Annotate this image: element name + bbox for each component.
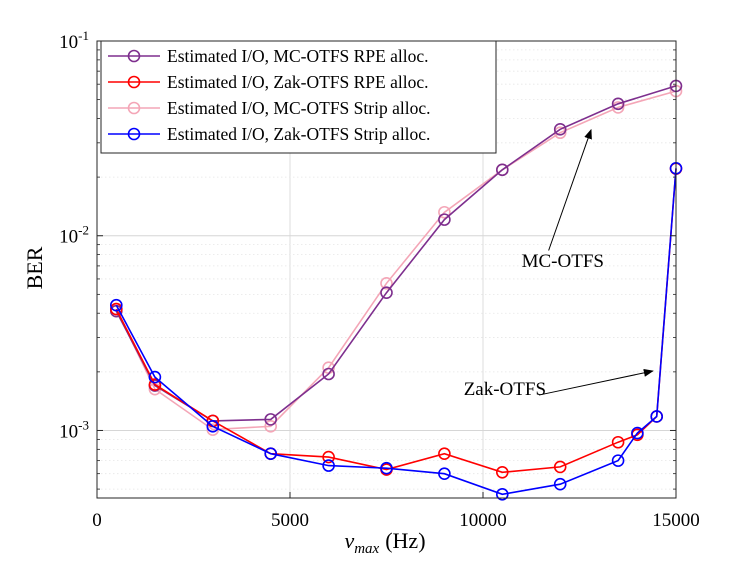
legend-label: Estimated I/O, MC-OTFS RPE alloc. bbox=[167, 46, 429, 66]
data-point bbox=[380, 461, 393, 475]
x-tick-label: 10000 bbox=[459, 510, 507, 531]
series-3 bbox=[110, 161, 683, 501]
series-line bbox=[115, 168, 677, 496]
data-point bbox=[110, 302, 123, 316]
data-point bbox=[264, 447, 278, 460]
data-point bbox=[631, 426, 644, 440]
x-tick-label: 5000 bbox=[271, 510, 309, 531]
y-tick-label: 10-2 bbox=[59, 223, 89, 248]
y-axis-title: BER bbox=[22, 246, 47, 289]
legend-marker bbox=[127, 75, 141, 89]
series-line bbox=[115, 90, 677, 431]
x-axis-subscript: max bbox=[354, 541, 379, 557]
data-point bbox=[380, 276, 393, 290]
annotation-arrow bbox=[538, 368, 654, 396]
series-layer bbox=[110, 79, 683, 501]
data-point bbox=[611, 101, 625, 114]
data-point bbox=[553, 460, 567, 474]
legend-label: Estimated I/O, MC-OTFS Strip alloc. bbox=[167, 98, 430, 118]
x-tick-label: 0 bbox=[92, 510, 102, 531]
data-point bbox=[322, 450, 335, 464]
data-point bbox=[553, 123, 567, 136]
data-point bbox=[438, 447, 451, 460]
data-point bbox=[322, 459, 335, 472]
data-point bbox=[148, 378, 162, 391]
annotation-label: MC-OTFS bbox=[522, 251, 604, 272]
y-tick-label: 10-1 bbox=[59, 28, 89, 53]
data-point bbox=[650, 410, 664, 423]
tick-layer: 0 5000 10000 15000 10-3 10-2 10-1 bbox=[59, 28, 700, 531]
data-point bbox=[322, 367, 335, 381]
data-point bbox=[206, 420, 220, 433]
x-axis-unit: (Hz) bbox=[385, 528, 425, 553]
x-axis-symbol: ν bbox=[344, 528, 354, 553]
legend-label: Estimated I/O, Zak-OTFS Strip alloc. bbox=[167, 124, 430, 144]
y-tick-label: 10-3 bbox=[59, 417, 89, 442]
legend-box bbox=[100, 40, 497, 154]
data-point bbox=[380, 286, 393, 299]
data-point bbox=[611, 97, 625, 111]
legend-marker bbox=[127, 127, 141, 141]
legend-marker bbox=[127, 101, 141, 115]
x-tick-label: 15000 bbox=[652, 510, 700, 531]
legend: Estimated I/O, MC-OTFS RPE alloc. Estimat… bbox=[100, 40, 497, 154]
legend-marker bbox=[127, 49, 141, 63]
data-point bbox=[611, 435, 625, 449]
data-point bbox=[495, 163, 509, 177]
data-point bbox=[611, 454, 625, 467]
data-point bbox=[438, 205, 451, 219]
data-point bbox=[148, 370, 162, 384]
annotation-arrow bbox=[548, 128, 592, 251]
data-point bbox=[438, 467, 451, 480]
x-axis-title: νmax (Hz) bbox=[344, 528, 425, 557]
data-point bbox=[264, 420, 278, 433]
data-point bbox=[495, 465, 509, 479]
legend-label: Estimated I/O, Zak-OTFS RPE alloc. bbox=[167, 72, 429, 92]
data-point bbox=[438, 213, 451, 226]
data-point bbox=[553, 477, 567, 491]
data-point bbox=[264, 413, 278, 426]
annotation-label: Zak-OTFS bbox=[464, 379, 546, 400]
data-point bbox=[495, 488, 509, 501]
data-point bbox=[110, 298, 123, 312]
